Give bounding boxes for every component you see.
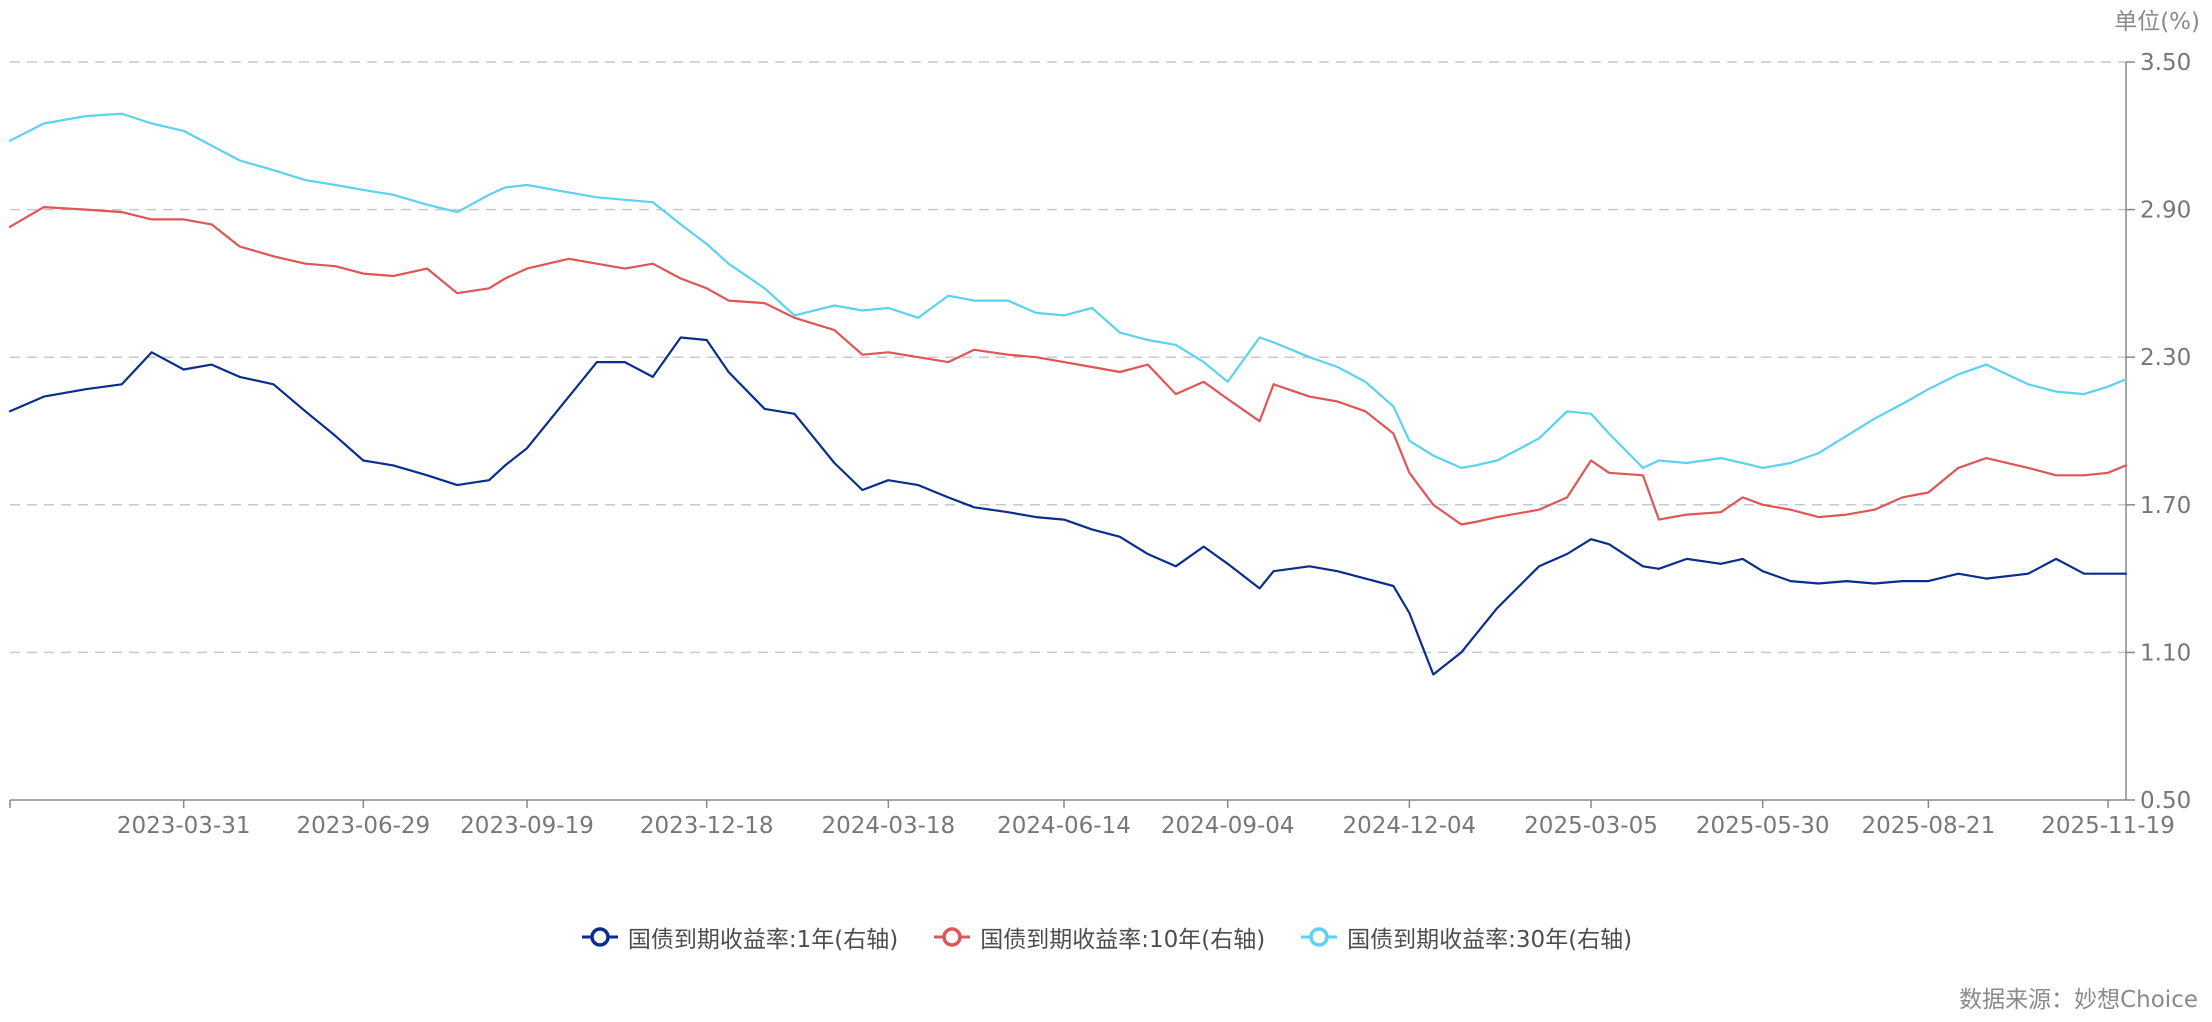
- legend-item-10y[interactable]: 国债到期收益率:10年(右轴): [932, 920, 1265, 954]
- y-axis-unit-label: 单位(%): [2114, 9, 2200, 35]
- legend-item-1y[interactable]: 国债到期收益率:1年(右轴): [580, 920, 898, 954]
- x-tick-label: 2025-08-21: [1862, 813, 1996, 839]
- legend-label: 国债到期收益率:10年(右轴): [980, 927, 1266, 953]
- x-tick-label: 2024-12-04: [1343, 813, 1477, 839]
- x-tick-label: 2024-06-14: [997, 813, 1131, 839]
- x-axis-ticks: 2023-03-31 2023-06-29 2023-09-19 2023-12-18…: [9, 800, 2175, 839]
- grid-lines: [10, 61, 2126, 654]
- x-tick-label: 2023-06-29: [296, 813, 430, 839]
- series-line-30y: [8, 112, 2128, 469]
- legend-item-30y[interactable]: 国债到期收益率:30年(右轴): [1299, 920, 1632, 954]
- y-tick-label: 0.50: [2140, 788, 2191, 814]
- x-tick-label: 2025-05-30: [1696, 813, 1830, 839]
- series-line-10y: [8, 206, 2128, 526]
- legend-line-circle-icon: [1301, 927, 1338, 947]
- x-tick-label: 2024-09-04: [1161, 813, 1295, 839]
- y-tick-label: 1.10: [2140, 640, 2191, 666]
- y-axis-ticks: 3.50 2.90 2.30 1.70 1.10 0.50: [2126, 50, 2191, 814]
- series-lines: [8, 112, 2128, 676]
- legend-label: 国债到期收益率:30年(右轴): [1347, 927, 1633, 953]
- legend-line-circle-icon: [581, 927, 618, 947]
- series-line-1y: [8, 336, 2128, 676]
- x-tick-label: 2023-09-19: [460, 813, 594, 839]
- x-tick-label: 2023-03-31: [117, 813, 251, 839]
- legend-line-circle-icon: [934, 927, 971, 947]
- x-tick-label: 2023-12-18: [640, 813, 774, 839]
- chart-legend: 国债到期收益率:1年(右轴) 国债到期收益率:10年(右轴) 国债到期收益率:30年…: [0, 920, 2212, 954]
- x-tick-label: 2025-11-19: [2041, 813, 2175, 839]
- y-tick-label: 3.50: [2140, 50, 2191, 76]
- data-source-label: 数据来源：妙想Choice: [1959, 987, 2198, 1013]
- axes: [10, 62, 2127, 801]
- x-tick-label: 2025-03-05: [1524, 813, 1658, 839]
- y-tick-label: 1.70: [2140, 493, 2191, 519]
- y-tick-label: 2.90: [2140, 198, 2191, 224]
- x-tick-label: 2024-03-18: [822, 813, 956, 839]
- y-tick-label: 2.30: [2140, 345, 2191, 371]
- legend-label: 国债到期收益率:1年(右轴): [627, 927, 899, 953]
